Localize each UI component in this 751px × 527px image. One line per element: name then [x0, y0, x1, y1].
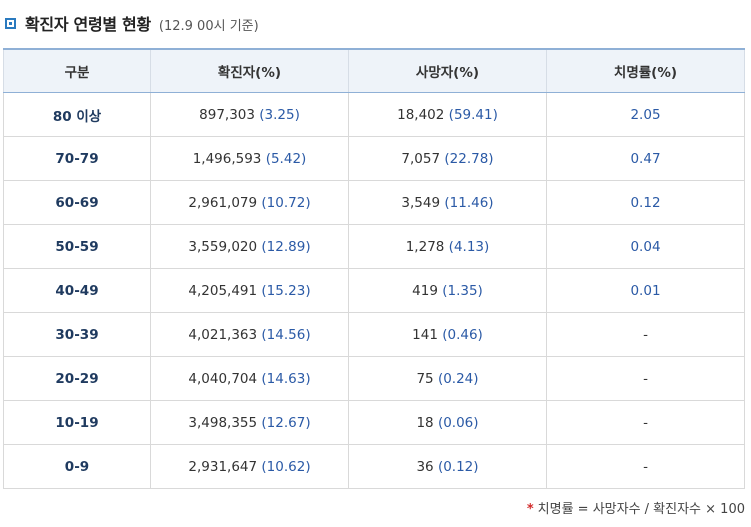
fatality-rate-cell: - [546, 312, 745, 357]
deaths-percent: (1.35) [442, 282, 483, 299]
table-row: 20-29 4,040,704 (14.63) 75 (0.24) - [3, 356, 745, 401]
deaths-percent: (0.12) [437, 458, 479, 475]
age-group-cell: 80 이상 [3, 92, 151, 137]
table-row: 80 이상 897,303 (3.25) 18,402 (59.41) 2.05 [3, 92, 745, 137]
table-row: 60-69 2,961,079 (10.72) 3,549 (11.46) 0.12 [3, 180, 745, 225]
cases-count: 4,021,363 [188, 326, 258, 343]
deaths-percent: (4.13) [448, 238, 490, 255]
table-row: 40-49 4,205,491 (15.23) 419 (1.35) 0.01 [3, 268, 745, 313]
age-group-cell: 10-19 [3, 400, 151, 445]
cases-cell: 4,040,704 (14.63) [150, 356, 349, 401]
cases-count: 897,303 [199, 106, 255, 123]
cases-percent: (15.23) [261, 282, 311, 299]
fatality-rate-cell: - [546, 400, 745, 445]
deaths-count: 18 [416, 414, 434, 431]
cases-percent: (10.62) [261, 458, 311, 475]
cases-cell: 3,498,355 (12.67) [150, 400, 349, 445]
deaths-count: 18,402 [397, 106, 445, 123]
cases-percent: (14.63) [261, 370, 311, 387]
section-header: 확진자 연령별 현황 (12.9 00시 기준) [5, 10, 259, 36]
cases-count: 4,040,704 [188, 370, 258, 387]
cases-percent: (10.72) [261, 194, 311, 211]
cases-count: 3,498,355 [188, 414, 258, 431]
age-group-cell: 50-59 [3, 224, 151, 269]
age-group-cell: 70-79 [3, 136, 151, 181]
table-row: 50-59 3,559,020 (12.89) 1,278 (4.13) 0.04 [3, 224, 745, 269]
deaths-count: 141 [412, 326, 438, 343]
fatality-rate-cell: 0.47 [546, 136, 745, 181]
deaths-cell: 18 (0.06) [348, 400, 547, 445]
age-stats-table: 구분 확진자(%) 사망자(%) 치명률(%) 80 이상 897,303 (3.… [3, 48, 745, 489]
square-bullet-icon [5, 17, 16, 29]
as-of-note: (12.9 00시 기준) [158, 18, 259, 34]
column-header-deaths: 사망자(%) [348, 48, 547, 93]
age-group-cell: 40-49 [3, 268, 151, 313]
fatality-rate-cell: 0.04 [546, 224, 745, 269]
cases-percent: (14.56) [261, 326, 311, 343]
fatality-rate-cell: - [546, 444, 745, 489]
deaths-cell: 36 (0.12) [348, 444, 547, 489]
age-stats-table-container: 구분 확진자(%) 사망자(%) 치명률(%) 80 이상 897,303 (3.… [3, 48, 745, 489]
footnote-text: 치명률 = 사망자수 / 확진자수 × 100 [537, 502, 745, 517]
cases-count: 2,961,079 [188, 194, 258, 211]
cases-count: 3,559,020 [188, 238, 258, 255]
deaths-cell: 75 (0.24) [348, 356, 547, 401]
deaths-percent: (11.46) [444, 194, 494, 211]
fatality-rate-cell: 0.01 [546, 268, 745, 313]
deaths-percent: (0.24) [437, 370, 479, 387]
cases-cell: 897,303 (3.25) [150, 92, 349, 137]
cases-cell: 1,496,593 (5.42) [150, 136, 349, 181]
table-body: 80 이상 897,303 (3.25) 18,402 (59.41) 2.05 70-… [3, 92, 745, 489]
table-row: 10-19 3,498,355 (12.67) 18 (0.06) - [3, 400, 745, 445]
fatality-rate-cell: 0.12 [546, 180, 745, 225]
cases-cell: 2,961,079 (10.72) [150, 180, 349, 225]
cases-count: 2,931,647 [188, 458, 258, 475]
footnote: * 치명률 = 사망자수 / 확진자수 × 100 [527, 498, 745, 517]
cases-count: 4,205,491 [188, 282, 258, 299]
table-row: 70-79 1,496,593 (5.42) 7,057 (22.78) 0.47 [3, 136, 745, 181]
age-group-cell: 30-39 [3, 312, 151, 357]
deaths-cell: 1,278 (4.13) [348, 224, 547, 269]
footnote-marker: * [526, 502, 534, 517]
deaths-percent: (0.06) [437, 414, 479, 431]
column-header-cases: 확진자(%) [150, 48, 349, 93]
cases-count: 1,496,593 [192, 150, 262, 167]
cases-cell: 3,559,020 (12.89) [150, 224, 349, 269]
deaths-cell: 419 (1.35) [348, 268, 547, 313]
deaths-cell: 141 (0.46) [348, 312, 547, 357]
cases-percent: (12.89) [261, 238, 311, 255]
column-header-fatality-rate: 치명률(%) [546, 48, 745, 93]
page-title: 확진자 연령별 현황 [25, 15, 151, 34]
deaths-count: 36 [416, 458, 434, 475]
deaths-count: 7,057 [401, 150, 441, 167]
age-group-cell: 0-9 [3, 444, 151, 489]
table-row: 0-9 2,931,647 (10.62) 36 (0.12) - [3, 444, 745, 489]
column-header-category: 구분 [3, 48, 151, 93]
cases-cell: 4,021,363 (14.56) [150, 312, 349, 357]
deaths-count: 419 [412, 282, 438, 299]
deaths-percent: (59.41) [448, 106, 498, 123]
deaths-cell: 3,549 (11.46) [348, 180, 547, 225]
cases-percent: (12.67) [261, 414, 311, 431]
fatality-rate-cell: 2.05 [546, 92, 745, 137]
cases-cell: 4,205,491 (15.23) [150, 268, 349, 313]
deaths-count: 75 [416, 370, 434, 387]
table-header: 구분 확진자(%) 사망자(%) 치명률(%) [3, 48, 745, 93]
table-header-row: 구분 확진자(%) 사망자(%) 치명률(%) [3, 48, 745, 93]
age-group-cell: 60-69 [3, 180, 151, 225]
cases-percent: (3.25) [259, 106, 300, 123]
deaths-cell: 7,057 (22.78) [348, 136, 547, 181]
deaths-count: 3,549 [401, 194, 441, 211]
deaths-count: 1,278 [405, 238, 445, 255]
table-row: 30-39 4,021,363 (14.56) 141 (0.46) - [3, 312, 745, 357]
cases-percent: (5.42) [265, 150, 307, 167]
deaths-cell: 18,402 (59.41) [348, 92, 547, 137]
cases-cell: 2,931,647 (10.62) [150, 444, 349, 489]
fatality-rate-cell: - [546, 356, 745, 401]
age-group-cell: 20-29 [3, 356, 151, 401]
deaths-percent: (22.78) [444, 150, 494, 167]
deaths-percent: (0.46) [442, 326, 483, 343]
